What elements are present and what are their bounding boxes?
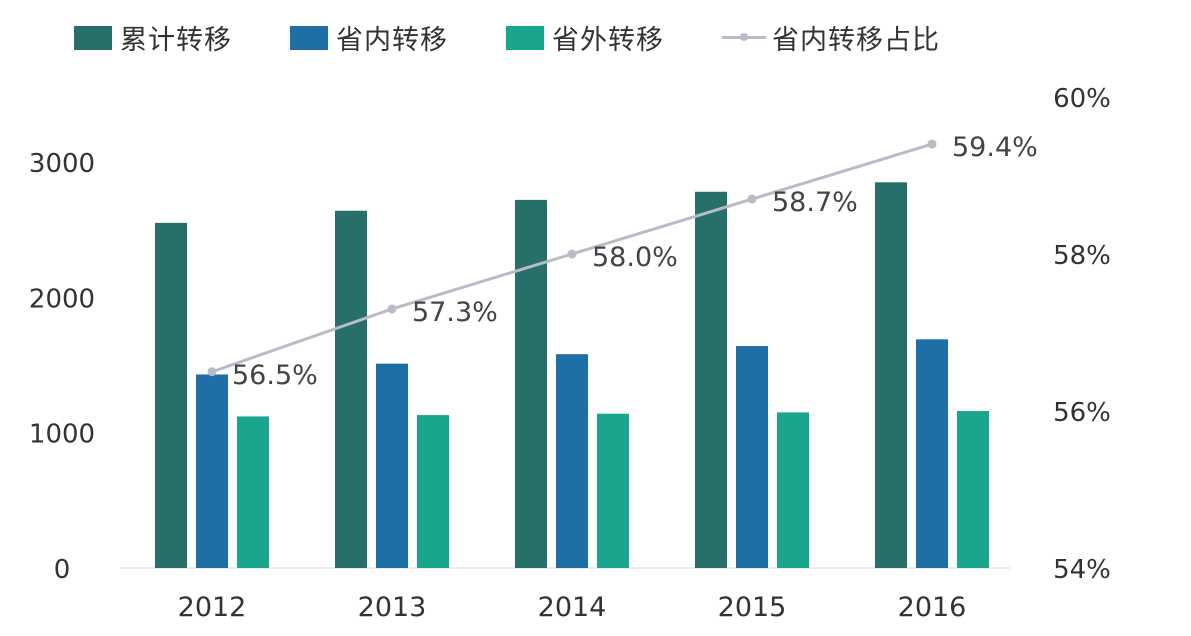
y-right-tick-label: 56%	[1053, 398, 1111, 428]
legend-label-cumulative: 累计转移	[120, 25, 232, 56]
y-left-tick-label: 3000	[29, 149, 95, 179]
data-label: 58.7%	[772, 187, 858, 218]
line-point	[207, 367, 217, 377]
legend-item-share: 省内转移占比	[722, 18, 940, 57]
y-left-tick-label: 1000	[29, 420, 95, 450]
legend-item-cumulative: 累计转移	[74, 18, 232, 57]
bar	[196, 374, 228, 568]
bar	[155, 222, 187, 568]
legend-label-share: 省内转移占比	[772, 25, 940, 56]
line-point	[567, 249, 577, 259]
bar	[237, 416, 269, 568]
legend-swatch-in-province	[290, 25, 328, 50]
bar	[875, 182, 907, 569]
y-right-tick-label: 58%	[1053, 241, 1111, 271]
legend-swatch-cumulative	[74, 25, 112, 50]
bar	[556, 354, 588, 568]
bar	[417, 415, 449, 568]
y-right-tick-label: 54%	[1053, 555, 1111, 585]
legend-item-in-province: 省内转移	[290, 18, 448, 57]
x-tick-label: 2014	[538, 592, 607, 623]
bar	[736, 346, 768, 568]
bar	[335, 210, 367, 568]
line-point	[747, 194, 757, 204]
data-label: 57.3%	[412, 297, 498, 328]
bar	[777, 412, 809, 568]
y-right-tick-label: 60%	[1053, 84, 1111, 114]
x-tick-label: 2013	[358, 592, 427, 623]
bar	[376, 363, 408, 568]
data-label: 59.4%	[952, 132, 1038, 163]
data-label: 56.5%	[232, 360, 318, 391]
bar	[515, 199, 547, 569]
data-label: 58.0%	[592, 242, 678, 273]
legend-item-out-province: 省外转移	[506, 18, 664, 57]
legend-label-in-province: 省内转移	[336, 25, 448, 56]
x-tick-label: 2015	[718, 592, 787, 623]
bar	[916, 339, 948, 568]
line-point	[387, 304, 397, 314]
bar	[695, 191, 727, 569]
bar	[597, 413, 629, 568]
bar	[957, 411, 989, 568]
legend-label-out-province: 省外转移	[552, 25, 664, 56]
legend: 累计转移 省内转移 省外转移 省内转移占比	[74, 18, 998, 57]
x-tick-label: 2016	[898, 592, 967, 623]
line-point	[927, 139, 937, 149]
x-tick-label: 2012	[178, 592, 247, 623]
legend-line-share	[722, 33, 766, 41]
y-left-tick-label: 2000	[29, 284, 95, 314]
y-left-tick-label: 0	[54, 555, 71, 585]
legend-swatch-out-province	[506, 25, 544, 50]
